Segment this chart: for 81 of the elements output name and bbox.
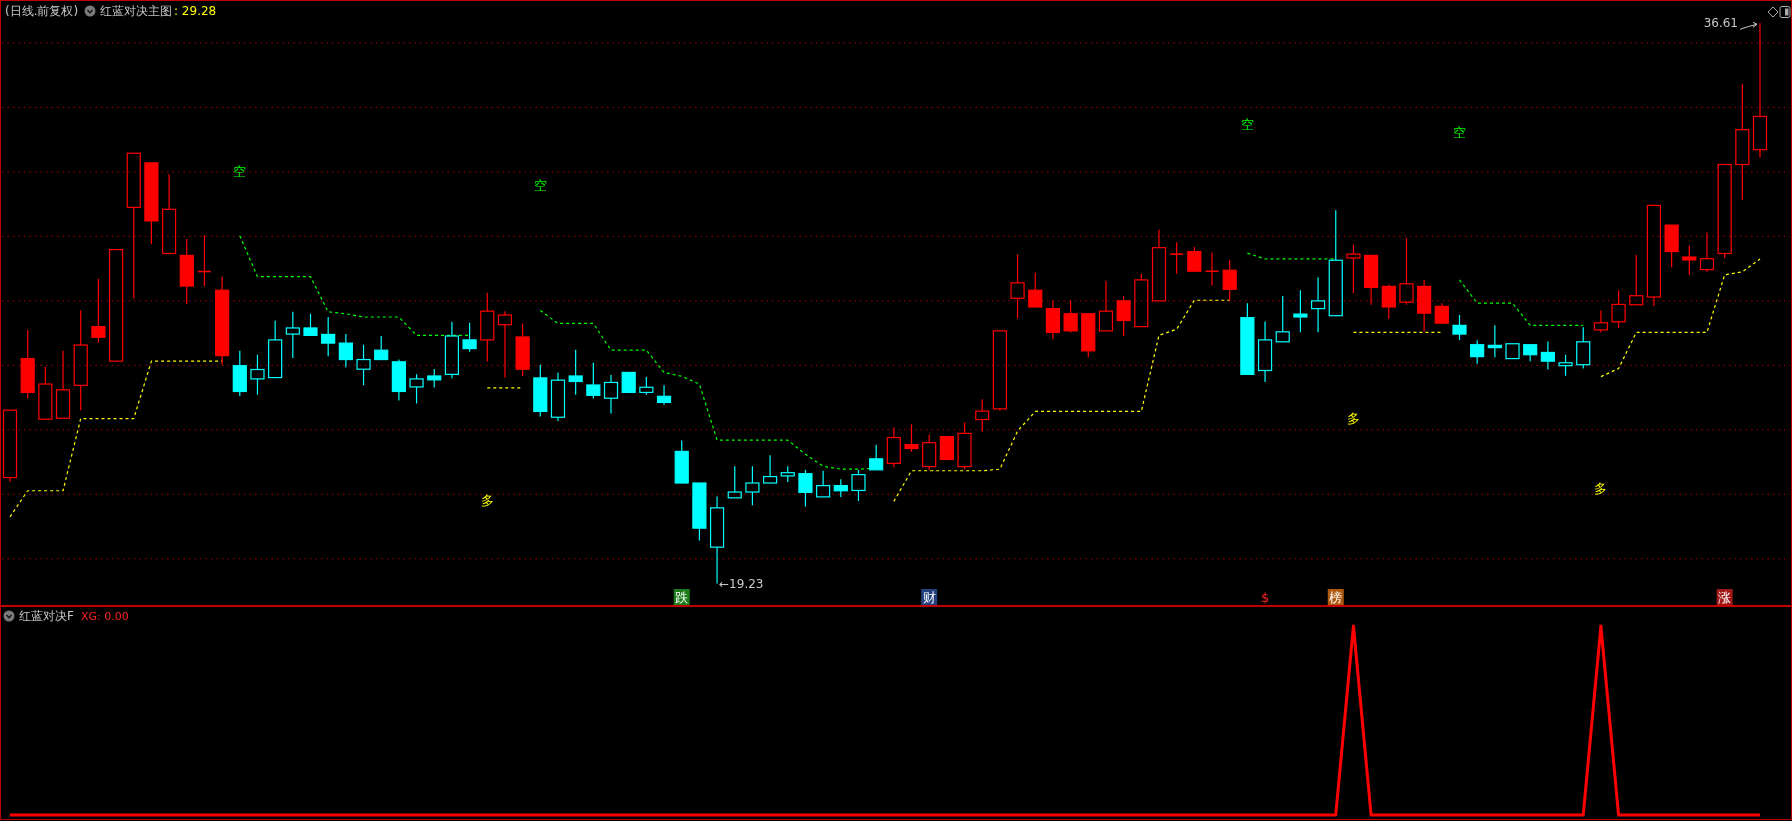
- candlestick: [179, 238, 194, 305]
- candlestick: [480, 292, 495, 363]
- candlestick: [2, 409, 18, 483]
- candlestick: [497, 310, 513, 379]
- annotation: 多: [1346, 411, 1360, 426]
- candlestick: [1010, 253, 1025, 320]
- candlestick: [1346, 243, 1361, 294]
- candlestick: [1222, 259, 1237, 302]
- candlestick: [1593, 309, 1609, 333]
- candlestick: [1611, 289, 1626, 329]
- candlestick: [1576, 326, 1591, 370]
- candlestick: [444, 321, 460, 379]
- candlestick: [55, 350, 71, 419]
- candlestick: [1682, 244, 1697, 276]
- candlestick: [126, 152, 141, 299]
- candlestick: [1646, 204, 1662, 307]
- candlestick: [20, 329, 35, 400]
- candlestick: [1293, 289, 1308, 333]
- candlestick: [321, 316, 336, 357]
- candlestick: [727, 465, 742, 499]
- annotation: 多: [1594, 481, 1608, 496]
- candlestick: [1205, 251, 1219, 286]
- candlestick: [1364, 254, 1379, 306]
- candlestick: [1399, 237, 1414, 306]
- candlestick: [586, 362, 601, 400]
- candlestick: [816, 470, 831, 498]
- candlestick: [1752, 22, 1768, 159]
- candlestick: [1558, 354, 1573, 377]
- candlestick: [1699, 231, 1715, 273]
- annotation: ←19.23: [719, 576, 764, 591]
- candlestick: [1151, 229, 1167, 302]
- annotation: 36.61: [1703, 16, 1738, 31]
- candlestick: [1275, 295, 1290, 343]
- candlestick: [745, 465, 760, 506]
- candlestick: [515, 322, 530, 377]
- candlestick: [250, 354, 265, 396]
- candlestick: [161, 173, 177, 255]
- candlestick: [1735, 83, 1750, 201]
- candlestick: [1098, 280, 1114, 332]
- text: XG: 0.00: [81, 610, 129, 623]
- candlestick: [73, 309, 88, 411]
- candlestick: [975, 398, 990, 433]
- annotation: 空: [533, 178, 547, 193]
- candlestick: [409, 373, 424, 404]
- candlestick: [391, 358, 406, 402]
- chart-subtitle: 红蓝对决主图: [100, 4, 172, 18]
- annotation: 空: [233, 164, 247, 179]
- candlestick: [462, 322, 477, 353]
- candlestick: [798, 469, 813, 508]
- candlestick: [356, 344, 371, 386]
- candlestick: [1629, 254, 1644, 306]
- annotation: 空: [1240, 117, 1254, 132]
- text: $: [1260, 590, 1270, 605]
- candlestick: [603, 374, 619, 414]
- candlestick: [1417, 279, 1432, 333]
- candlestick: [215, 276, 230, 366]
- candlestick: [1116, 295, 1131, 337]
- candlestick: [1540, 340, 1555, 371]
- candlestick: [656, 384, 672, 406]
- annotation: 多: [480, 493, 494, 508]
- text: : 29.28: [174, 4, 217, 18]
- candlestick: [1328, 209, 1343, 317]
- chart-title: 红蓝对决F: [19, 609, 74, 623]
- candlestick: [992, 330, 1007, 412]
- candlestick: [285, 311, 300, 359]
- candlestick: [533, 364, 548, 418]
- candlestick: [568, 349, 583, 396]
- candlestick: [904, 423, 919, 453]
- candlestick: [144, 162, 159, 245]
- candlestick: [91, 278, 106, 344]
- candlestick: [1310, 276, 1326, 333]
- candlestick: [268, 320, 283, 379]
- annotation: 空: [1452, 125, 1466, 140]
- candlestick: [1257, 320, 1273, 383]
- candlestick: [338, 333, 353, 368]
- candlestick: [232, 350, 247, 397]
- candlestick: [550, 371, 566, 422]
- candlestick: [763, 454, 778, 484]
- chart-title: (日线.前复权): [5, 4, 79, 18]
- candlestick: [1045, 299, 1061, 340]
- candlestick: [1170, 241, 1184, 275]
